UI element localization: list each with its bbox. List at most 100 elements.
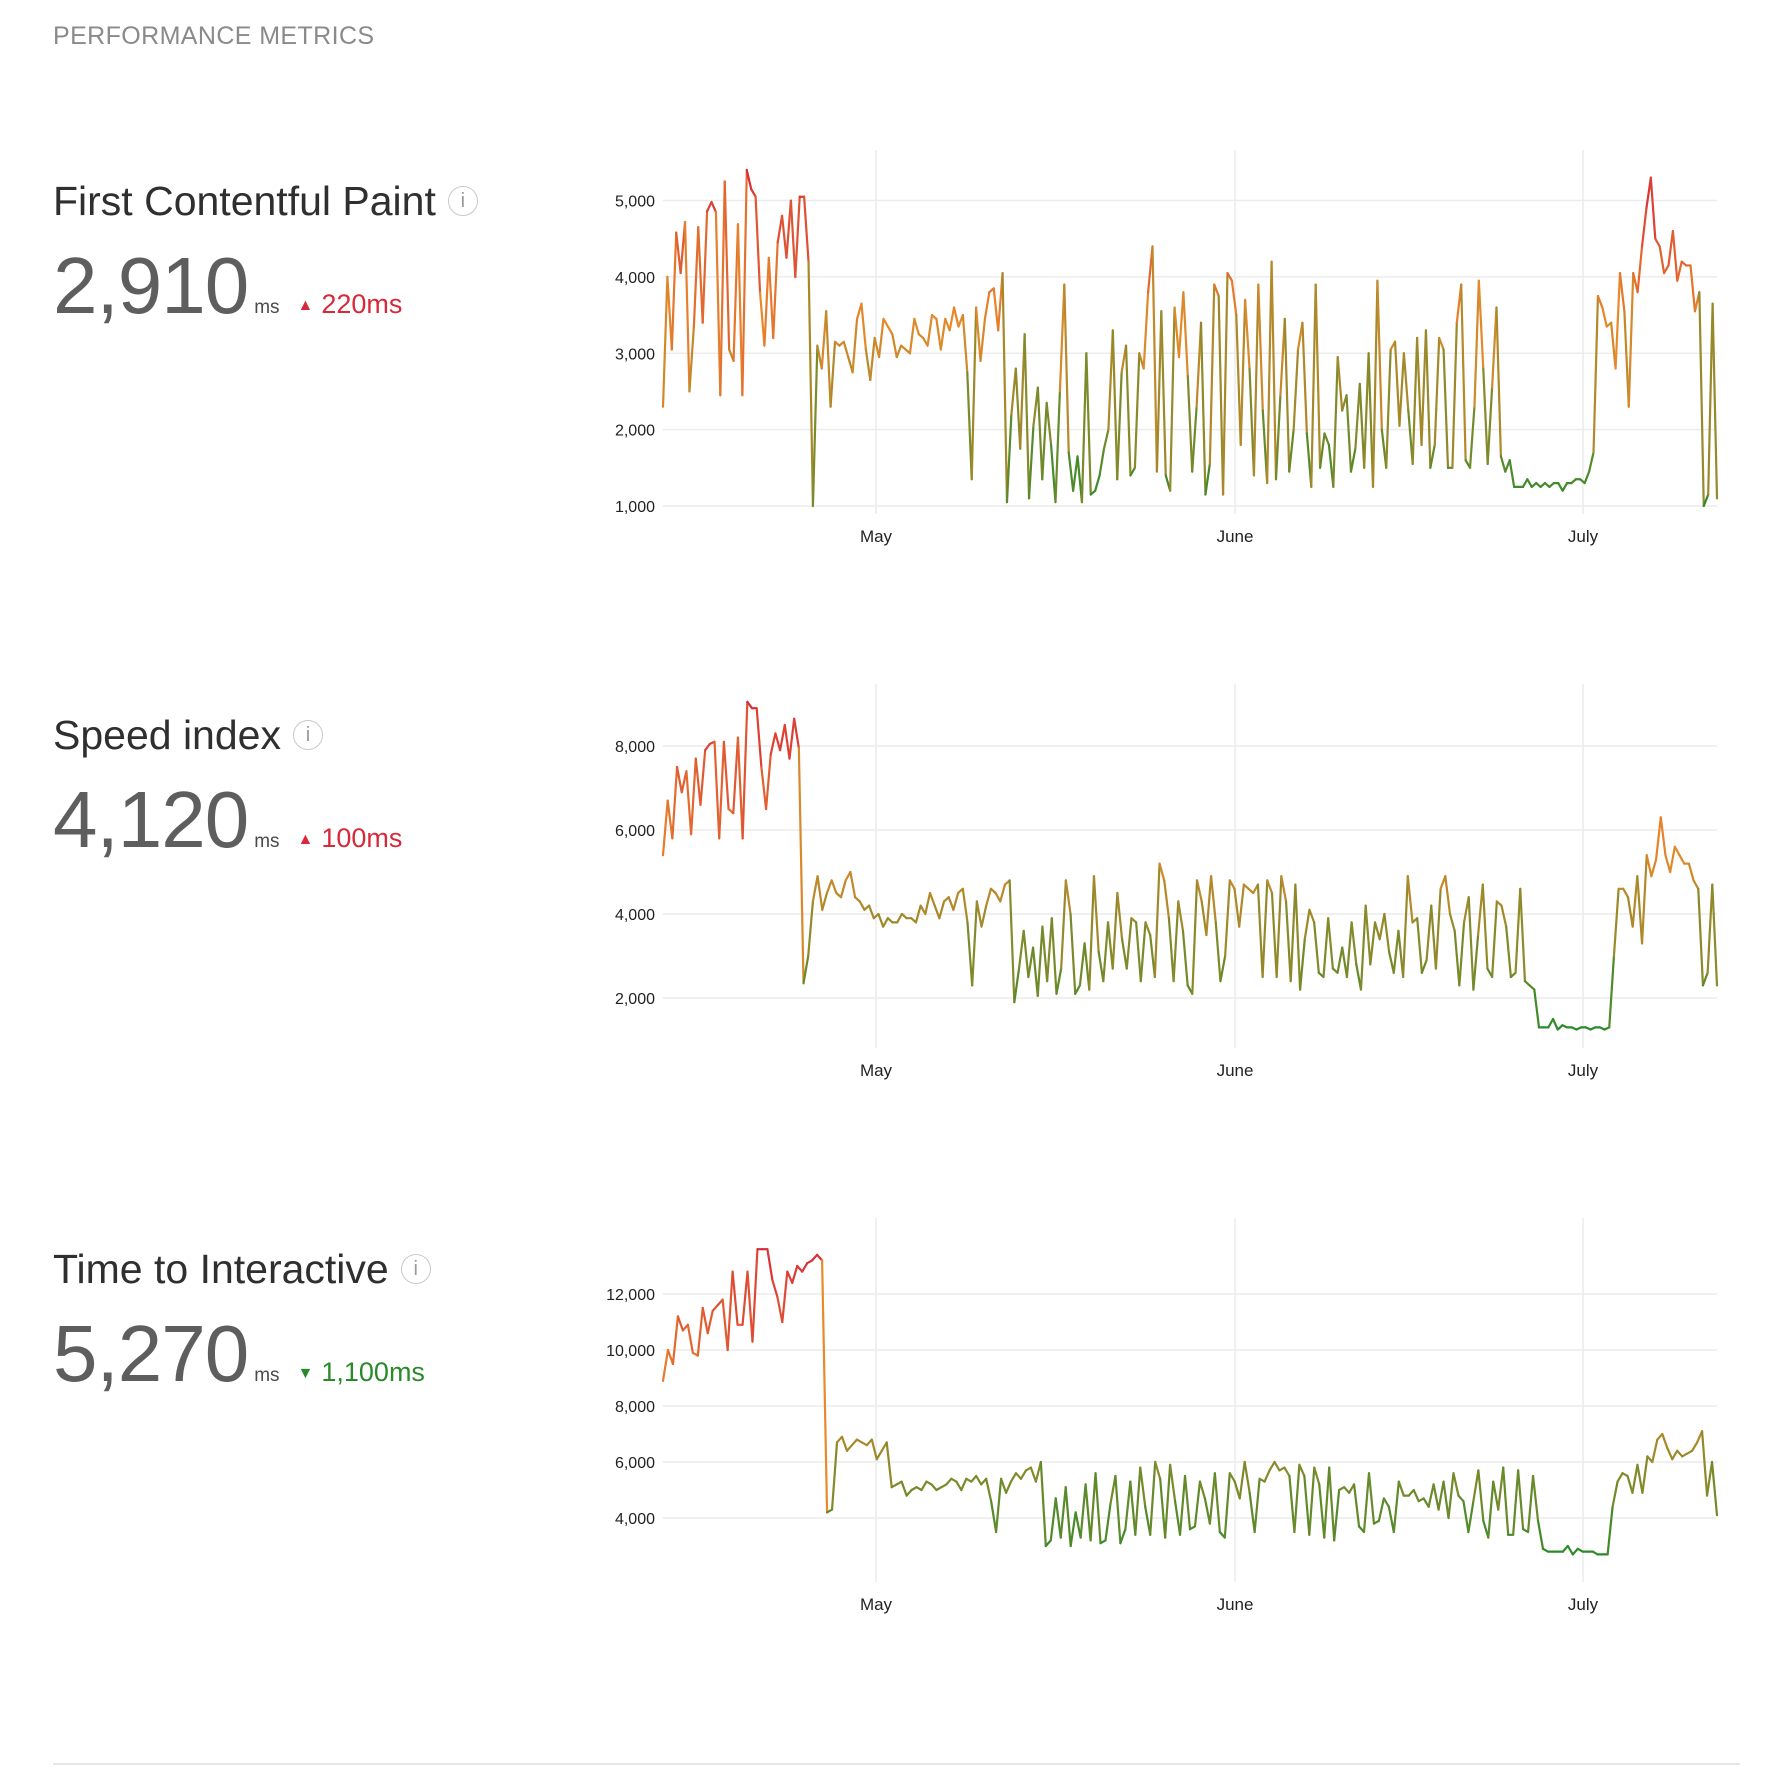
series-segment	[1111, 891, 1119, 970]
triangle-down-icon: ▼	[297, 1365, 314, 1382]
series-segment	[1571, 1547, 1579, 1556]
series-segment	[699, 749, 707, 806]
series-segment	[736, 223, 744, 397]
series-segment	[1336, 355, 1344, 412]
series-segment	[1328, 1466, 1336, 1542]
metric-value: 4,120	[53, 775, 249, 864]
metric-value-row: 4,120 ms ▲ 100ms	[53, 774, 402, 866]
series-segment	[1641, 1455, 1649, 1494]
series-segment	[1004, 1480, 1013, 1494]
series-segment	[1710, 1460, 1719, 1517]
series-segment	[995, 1477, 1003, 1534]
series-segment	[764, 753, 772, 811]
series-segment	[1078, 942, 1086, 987]
y-tick-label: 6,000	[615, 1455, 655, 1472]
series-segment	[1367, 352, 1375, 489]
series-segment	[985, 1477, 993, 1503]
series-segment	[1114, 1474, 1122, 1545]
series-segment	[1627, 271, 1635, 408]
series-segment	[938, 900, 946, 920]
series-segment	[683, 220, 691, 393]
info-icon[interactable]: i	[447, 186, 478, 217]
series-segment	[807, 900, 815, 958]
x-tick-label: June	[1217, 1595, 1254, 1614]
series-segment	[1183, 1474, 1192, 1531]
metric-title: Time to Interactive i	[53, 1246, 431, 1293]
series-segment	[1111, 329, 1119, 481]
series-segment	[1521, 478, 1529, 489]
series-segment	[781, 1270, 789, 1324]
series-segment	[661, 1348, 670, 1382]
series-segment	[1397, 929, 1405, 979]
series-segment	[1310, 283, 1317, 489]
series-segment	[864, 348, 872, 382]
series-segment	[851, 317, 859, 374]
series-segment	[1691, 1441, 1699, 1452]
series-segment	[1019, 1469, 1028, 1480]
series-segment	[1664, 854, 1672, 874]
series-segment	[1697, 887, 1705, 987]
series-segment	[1158, 862, 1166, 882]
series-segment	[1601, 306, 1608, 328]
series-segment	[1213, 1472, 1221, 1534]
info-icon[interactable]: i	[292, 720, 323, 751]
series-segment	[1284, 900, 1292, 983]
series-segment	[1512, 1469, 1520, 1536]
series-segment	[1438, 336, 1445, 351]
series-segment	[1687, 862, 1695, 882]
series-segment	[1252, 283, 1260, 477]
metric-title: Speed index i	[53, 712, 323, 759]
series-segment	[933, 904, 941, 920]
series-segment	[1626, 1474, 1634, 1494]
series-segment	[839, 879, 847, 899]
series-segment	[1392, 929, 1400, 974]
series-segment	[1186, 375, 1194, 473]
metric-value: 5,270	[53, 1309, 249, 1398]
y-tick-label: 3,000	[615, 346, 655, 363]
series-segment	[714, 210, 722, 397]
series-segment	[802, 954, 810, 985]
series-segment	[1268, 1460, 1276, 1472]
series-segment	[1208, 283, 1216, 466]
series-segment	[1308, 1466, 1316, 1536]
series-segment	[1230, 279, 1238, 317]
metric-time-to-interactive: Time to Interactive i 5,270 ms ▼ 1,100ms 4,0…	[0, 0, 1784, 1614]
series-segment	[1561, 1544, 1569, 1553]
series-segment	[1069, 1511, 1077, 1548]
series-segment	[1623, 310, 1630, 408]
series-segment	[1343, 1486, 1351, 1494]
series-segment	[811, 875, 819, 903]
series-segment	[1219, 954, 1227, 983]
series-segment	[1200, 900, 1208, 937]
series-segment	[1298, 938, 1306, 991]
series-segment	[1221, 271, 1229, 496]
series-segment	[1102, 921, 1110, 983]
series-segment	[1667, 229, 1674, 267]
series-segment	[1460, 283, 1467, 462]
series-segment	[1416, 336, 1423, 447]
metric-title: First Contentful Paint i	[53, 178, 478, 225]
series-segment	[1481, 883, 1489, 970]
series-segment	[908, 317, 916, 355]
series-segment	[783, 723, 791, 760]
info-icon[interactable]: i	[400, 1254, 431, 1285]
series-segment	[1069, 912, 1077, 995]
series-segment	[1363, 352, 1370, 469]
series-segment	[928, 891, 936, 907]
series-segment	[1383, 912, 1391, 953]
series-segment	[1327, 917, 1334, 970]
series-segment	[1294, 883, 1302, 991]
series-segment	[1064, 879, 1072, 916]
series-segment	[685, 770, 693, 836]
y-tick-label: 8,000	[615, 739, 655, 756]
series-segment	[780, 214, 788, 259]
series-segment	[1650, 858, 1658, 878]
series-segment	[1531, 1474, 1540, 1522]
series-segment	[1235, 313, 1242, 447]
series-segment	[776, 214, 784, 244]
series-segment	[1486, 386, 1494, 466]
series-segment	[1177, 291, 1185, 359]
series-segment	[1323, 1466, 1331, 1539]
x-tick-label: May	[860, 1595, 893, 1614]
series-segment	[1359, 904, 1367, 991]
